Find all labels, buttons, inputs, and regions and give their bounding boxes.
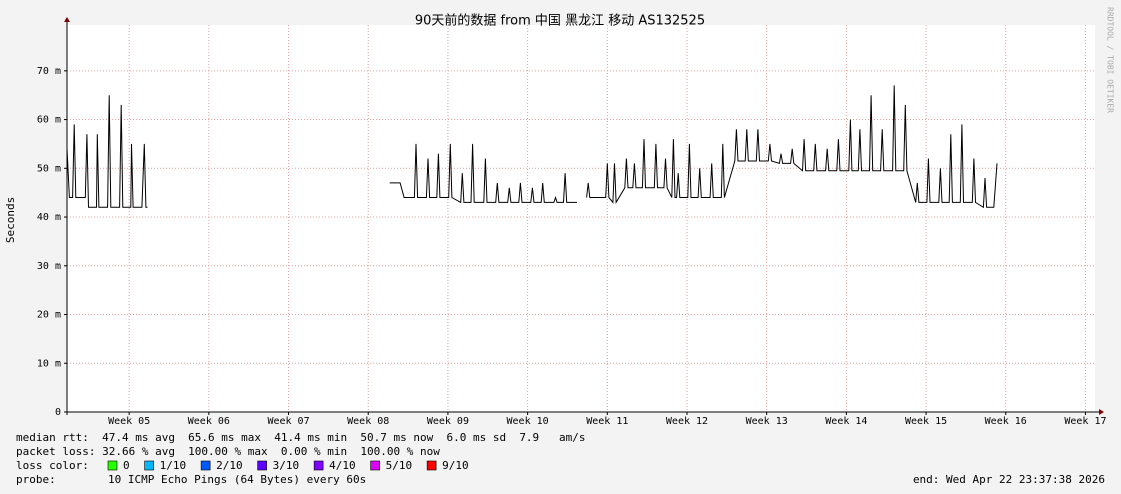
y-tick-label: 60 m [37, 115, 61, 126]
legend-label: 0 [123, 459, 130, 472]
median-line [66, 85, 998, 209]
y-tick-label: 50 m [37, 163, 61, 174]
end-time: end: Wed Apr 22 23:37:38 2026 [913, 473, 1105, 486]
plot-area [67, 25, 1095, 412]
loss-label: loss color: [16, 459, 89, 472]
x-tick-label: Week 05 [108, 416, 150, 427]
legend-swatch [313, 460, 324, 471]
probe-text: 10 ICMP Echo Pings (64 Bytes) every 60s [108, 473, 366, 486]
x-tick-label: Week 16 [985, 416, 1027, 427]
y-axis-label: Seconds [4, 197, 17, 243]
legend-label: 9/10 [442, 459, 469, 472]
axis-arrow [1099, 409, 1104, 415]
y-tick-label: 30 m [37, 261, 61, 272]
legend-label: 1/10 [160, 459, 187, 472]
y-tick-label: 0 [55, 407, 61, 418]
x-tick-label: Week 07 [267, 416, 309, 427]
legend-swatch [107, 460, 118, 471]
y-tick-label: 40 m [37, 212, 61, 223]
x-tick-label: Week 12 [666, 416, 708, 427]
x-tick-label: Week 08 [347, 416, 389, 427]
legend-label: 3/10 [273, 459, 300, 472]
x-tick-label: Week 13 [746, 416, 788, 427]
x-tick-label: Week 09 [427, 416, 469, 427]
x-tick-label: Week 14 [825, 416, 867, 427]
x-tick-label: Week 11 [586, 416, 628, 427]
legend-swatch [370, 460, 380, 471]
legend-swatch [144, 460, 154, 471]
x-tick-label: Week 10 [507, 416, 549, 427]
watermark: RRDTOOL / TOBI OETIKER [1106, 7, 1115, 113]
axis-arrow [64, 17, 70, 22]
stats-line: median rtt: 47.4 ms avg 65.6 ms max 41.4… [16, 431, 586, 444]
legend-label: 2/10 [216, 459, 243, 472]
chart-title: 90天前的数据 from 中国 黑龙江 移动 AS132525 [415, 13, 705, 29]
y-tick-label: 10 m [37, 358, 61, 369]
legend-label: 5/10 [386, 459, 413, 472]
x-tick-label: Week 06 [188, 416, 230, 427]
x-tick-label: Week 15 [905, 416, 947, 427]
legend-swatch [200, 460, 211, 471]
legend-label: 4/10 [329, 459, 356, 472]
y-tick-label: 20 m [37, 310, 61, 321]
stats-line: packet loss: 32.66 % avg 100.00 % max 0.… [16, 445, 440, 458]
legend-swatch [257, 460, 267, 471]
probe-label: probe: [16, 473, 56, 486]
legend-swatch [426, 460, 437, 471]
y-tick-label: 70 m [37, 66, 61, 77]
x-tick-label: Week 17 [1064, 416, 1106, 427]
